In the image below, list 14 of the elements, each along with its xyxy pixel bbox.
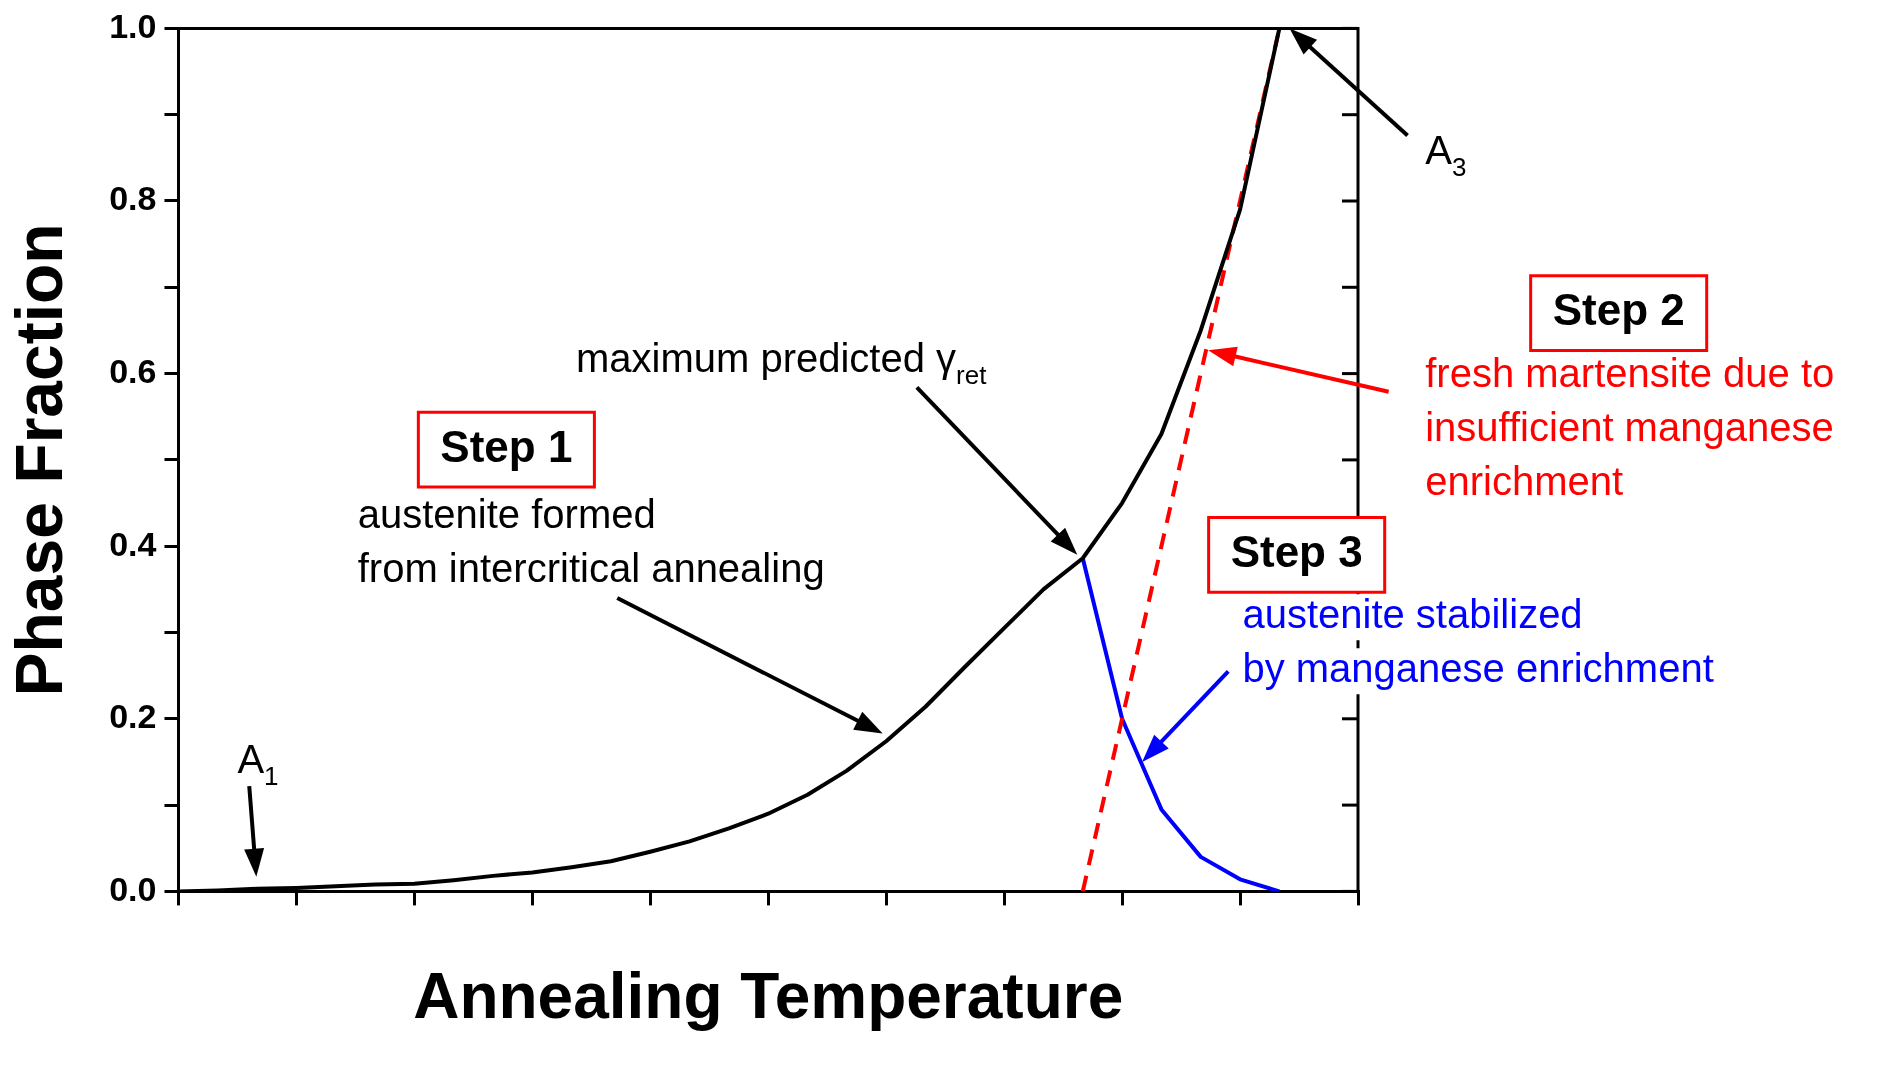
annotation: Step 3 xyxy=(1230,526,1363,576)
y-tick-label: 0.6 xyxy=(109,351,157,390)
annotation: austenite formed from intercritical annealing xyxy=(357,492,825,591)
y-axis-title: Phase Fraction xyxy=(1,223,76,697)
y-tick-label: 0.8 xyxy=(109,179,157,218)
x-axis-title: Annealing Temperature xyxy=(413,960,1124,1033)
annotation: Step 1 xyxy=(440,421,573,471)
y-tick-label: 0.0 xyxy=(109,869,157,908)
text: Step 2 xyxy=(1552,285,1685,335)
text: fresh martensite due to insufficient manganese enrichment xyxy=(1425,351,1835,504)
annotation: austenite stabilized by manganese enrichment xyxy=(1242,592,1714,691)
y-tick-label: 0.2 xyxy=(109,697,157,736)
y-tick-label: 1.0 xyxy=(109,6,157,45)
y-tick-label: 0.4 xyxy=(109,524,157,563)
